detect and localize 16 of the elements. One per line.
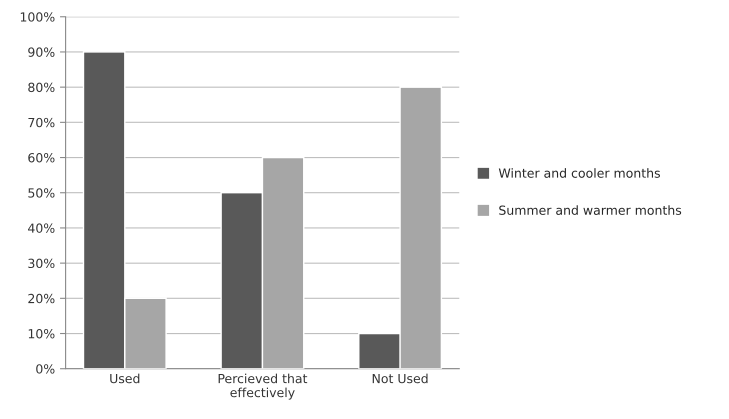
y-tick-label: 10%	[28, 328, 55, 338]
x-tick-label: Used	[110, 374, 140, 384]
y-tick-label: 20%	[28, 294, 55, 304]
x-tick-label: Not Used	[372, 374, 428, 384]
y-tick-label: 50%	[28, 188, 55, 198]
y-tick-label: 70%	[28, 118, 55, 128]
y-tick-label: 60%	[28, 153, 55, 162]
legend-label: Winter and cooler months	[498, 168, 660, 178]
y-tick-label: 100%	[20, 12, 55, 22]
y-tick-label: 30%	[28, 258, 55, 268]
legend-label: Summer and warmer months	[499, 205, 682, 215]
y-tick-label: 90%	[28, 47, 55, 57]
x-tick-label: Percieved that effectively	[218, 374, 308, 400]
y-tick-label: 80%	[28, 82, 55, 92]
y-tick-label: 40%	[28, 223, 55, 233]
y-tick-label: 0%	[36, 364, 55, 374]
